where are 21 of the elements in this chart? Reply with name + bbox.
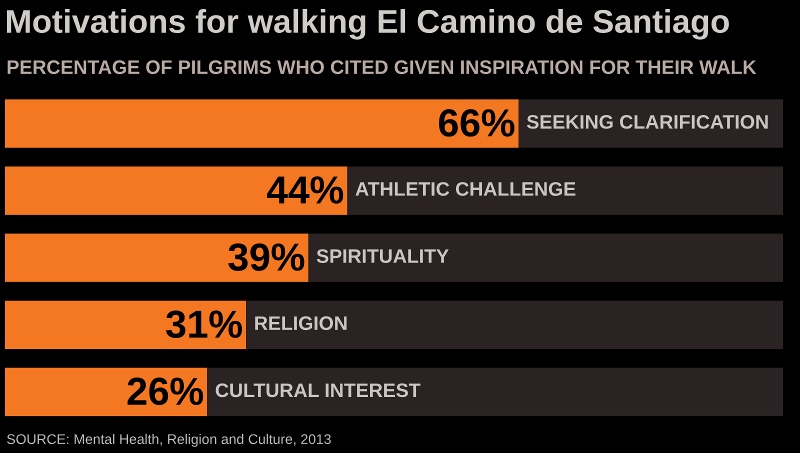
bar xyxy=(4,234,308,282)
y-tick-label: RELIGION xyxy=(255,316,347,330)
y-tick-label: SPIRITUALITY xyxy=(316,249,449,263)
chart-subtitle: PERCENTAGE OF PILGRIMS WHO CITED GIVEN INSPIRATION FOR THEIR WALK xyxy=(8,60,756,74)
data-label: 31% xyxy=(166,310,242,338)
bar xyxy=(207,368,784,416)
chart-title: Motivations for walking El Camino de Santiago xyxy=(6,9,729,40)
bar xyxy=(4,99,519,148)
bar xyxy=(246,300,784,350)
data-label: 39% xyxy=(228,243,304,271)
bar xyxy=(347,166,784,215)
bar xyxy=(4,300,246,350)
bar xyxy=(308,234,784,282)
data-label: 26% xyxy=(128,378,204,406)
y-tick-label: ATHLETIC CHALLENGE xyxy=(356,182,576,196)
y-tick-label: CULTURAL INTEREST xyxy=(216,383,420,398)
data-label: 66% xyxy=(439,109,514,137)
source-note: SOURCE: Mental Health, Religion and Culture, 2013 xyxy=(7,434,331,447)
y-tick-label: SEEKING CLARIFICATION xyxy=(526,115,768,129)
bar xyxy=(4,166,348,215)
data-label: 44% xyxy=(266,176,344,204)
